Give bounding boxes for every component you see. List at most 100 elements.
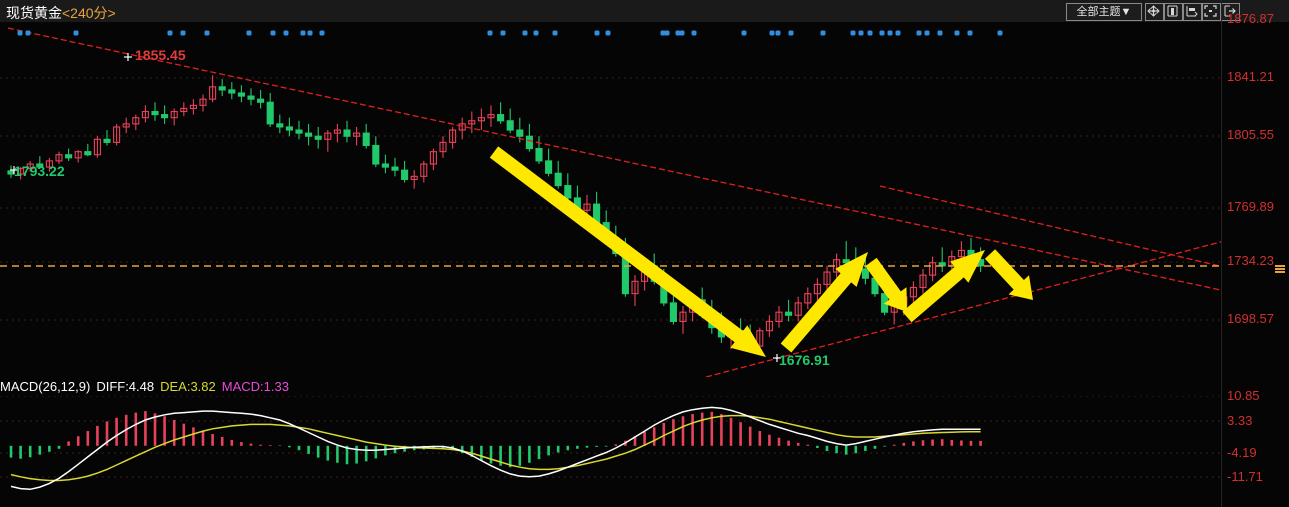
measure-vertical-button[interactable] (1164, 3, 1183, 21)
theme-select[interactable]: 全部主题▼ (1066, 3, 1142, 21)
candle-body (237, 92, 245, 97)
low-price-label: 1676.91 (779, 352, 830, 368)
arrow-up-2 (902, 250, 985, 323)
candle-body (170, 110, 178, 119)
candle-body (55, 154, 63, 162)
signal-marker-dot (522, 30, 528, 36)
candle-body (929, 262, 937, 276)
candle-body (919, 274, 927, 289)
measure-horizontal-button[interactable] (1183, 3, 1202, 21)
signal-marker-dot (858, 30, 864, 36)
candle-body (823, 271, 831, 285)
candle-body (909, 286, 917, 298)
candle-body (65, 154, 73, 159)
candle-body (141, 110, 149, 119)
candle-body (497, 114, 505, 122)
macd-axis[interactable]: 10.85 3.33 -4.19 -11.71 (1221, 388, 1289, 503)
candle-body (775, 311, 783, 322)
signal-marker-dot (594, 30, 600, 36)
candle-body (506, 120, 514, 131)
signal-marker-dot (850, 30, 856, 36)
signal-marker-dot (660, 30, 666, 36)
candle-body (132, 117, 140, 125)
candle-body (487, 114, 495, 119)
signal-marker-dot (246, 30, 252, 36)
candle-body (151, 110, 159, 116)
macd-axis-tick: -11.71 (1227, 469, 1263, 484)
macd-diff-value: DIFF:4.48 (96, 379, 155, 394)
candle-body (410, 175, 418, 180)
crosshair-tool-button[interactable] (1145, 3, 1164, 21)
signal-marker-dot (741, 30, 747, 36)
timeframe-label: <240分> (62, 5, 116, 21)
signal-marker-dot (775, 30, 781, 36)
signal-marker-dot (300, 30, 306, 36)
candle-body (391, 166, 399, 171)
candle-body (429, 151, 437, 165)
candle-body (794, 302, 802, 316)
price-axis-tick: 1734.23 (1227, 253, 1274, 268)
arrow-down-1 (865, 257, 907, 312)
macd-dea-value: DEA:3.82 (160, 379, 216, 394)
candle-body (247, 95, 255, 100)
price-chart-pane[interactable] (0, 22, 1221, 377)
candle-body (324, 132, 332, 140)
signal-marker-dot (17, 30, 23, 36)
signal-marker-dot (887, 30, 893, 36)
macd-chart-pane[interactable] (0, 396, 1221, 503)
candle-body (353, 132, 361, 137)
candle-body (228, 89, 236, 94)
candle-body (785, 311, 793, 316)
candle-body (45, 160, 53, 168)
price-axis[interactable]: 1876.87 1841.21 1805.55 1769.89 1734.23 1698.… (1221, 11, 1289, 377)
signal-marker-dot (307, 30, 313, 36)
candle-body (765, 320, 773, 332)
candle-body (756, 330, 764, 347)
candle-body (842, 259, 850, 264)
candle-body (74, 151, 82, 159)
price-axis-tick: 1698.57 (1227, 311, 1274, 326)
candle-body (276, 123, 284, 128)
candle-body (257, 98, 265, 103)
signal-marker-dot (319, 30, 325, 36)
candle-body (93, 138, 101, 156)
candle-body (679, 311, 687, 322)
signal-marker-dot (788, 30, 794, 36)
signal-marker-dot (270, 30, 276, 36)
candle-body (372, 144, 380, 165)
candle-body (535, 148, 543, 162)
candle-body (861, 268, 869, 279)
fullscreen-button[interactable] (1202, 3, 1221, 21)
candle-body (122, 123, 130, 128)
signal-marker-dot (937, 30, 943, 36)
candle-body (554, 172, 562, 187)
macd-macd-value: MACD:1.33 (221, 379, 289, 394)
candle-body (36, 163, 44, 168)
page-title: 现货黄金<240分> (6, 3, 116, 23)
toolbar: 现货黄金<240分> 全部主题▼ (0, 0, 1289, 22)
signal-marker-dot (895, 30, 901, 36)
signal-marker-dot (879, 30, 885, 36)
candle-body (103, 138, 111, 143)
candle-body (199, 98, 207, 106)
candle-body (813, 283, 821, 295)
candle-body (285, 126, 293, 131)
price-axis-tick: 1876.87 (1227, 11, 1274, 26)
exit-button[interactable] (1221, 3, 1240, 21)
signal-marker-dot (664, 30, 670, 36)
macd-indicator-name: MACD(26,12,9) (0, 379, 91, 394)
candle-body (266, 101, 274, 125)
start-price-label: 1793.22 (14, 163, 65, 179)
signal-marker-dot (924, 30, 930, 36)
high-price-label: 1855.45 (135, 47, 186, 63)
signal-marker-dot (180, 30, 186, 36)
candle-body (189, 104, 197, 109)
candle-body (957, 249, 965, 258)
candle-body (209, 86, 217, 100)
candle-body (564, 185, 572, 199)
crosshair-icon (1147, 5, 1160, 17)
candle-body (468, 120, 476, 125)
signal-marker-dot (867, 30, 873, 36)
candle-body (305, 132, 313, 137)
candle-body (420, 163, 428, 177)
